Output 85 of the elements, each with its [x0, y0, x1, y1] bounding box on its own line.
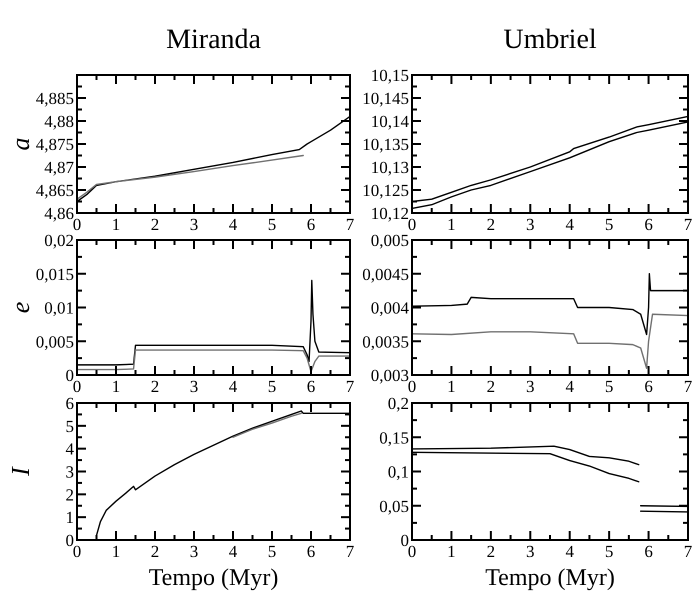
y-tick-label: 4,875 — [36, 135, 74, 154]
y-tick-label: 10,14 — [370, 112, 410, 131]
y-tick-label: 10,13 — [370, 158, 409, 177]
y-tick-label: 4,87 — [44, 158, 74, 177]
x-tick-label: 6 — [306, 215, 316, 234]
y-axis-title: I — [6, 466, 35, 477]
x-tick-label: 2 — [150, 542, 160, 561]
line-series — [232, 412, 302, 438]
y-tick-label: 0,015 — [36, 264, 74, 284]
x-tick-label: 6 — [644, 542, 653, 561]
y-tick-label: 10,15 — [370, 66, 409, 85]
y-axis-title: a — [6, 138, 35, 150]
x-tick-label: 5 — [604, 215, 614, 234]
x-tick-label: 4 — [228, 215, 238, 234]
line-series — [411, 314, 689, 369]
x-tick-label: 2 — [486, 542, 496, 561]
x-tick-label: 3 — [190, 542, 198, 561]
x-tick-label: 1 — [447, 377, 456, 396]
x-tick-label: 3 — [190, 377, 198, 396]
y-tick-label: 5 — [66, 416, 74, 436]
x-tick-label: 1 — [112, 215, 120, 234]
y-tick-label: 0,0035 — [362, 332, 409, 352]
y-tick-label: 2 — [66, 485, 74, 504]
x-tick-label: 5 — [268, 377, 276, 396]
y-tick-label: 4,885 — [36, 89, 74, 108]
x-tick-label: 3 — [526, 377, 535, 396]
y-tick-label: 10,135 — [362, 135, 409, 154]
y-tick-label: 3 — [66, 462, 74, 482]
y-tick-label: 0,2 — [388, 394, 409, 413]
y-tick-label: 0,0045 — [362, 264, 409, 284]
y-tick-label: 10,145 — [362, 89, 409, 108]
y-axis-title: e — [6, 302, 35, 314]
y-tick-label: 6 — [66, 394, 74, 413]
x-tick-label: 6 — [306, 377, 316, 396]
x-tick-label: 6 — [644, 215, 653, 234]
x-tick-label: 7 — [684, 215, 692, 234]
x-tick-label: 5 — [268, 215, 276, 234]
y-tick-label: 10,125 — [362, 181, 409, 200]
y-tick-label: 0,005 — [36, 332, 74, 352]
x-tick-label: 7 — [346, 215, 355, 234]
x-tick-label: 1 — [112, 542, 120, 561]
y-tick-label: 0,05 — [379, 496, 409, 516]
y-tick-label: 4,86 — [44, 204, 74, 223]
x-tick-label: 4 — [565, 542, 574, 561]
x-tick-label: 3 — [526, 542, 535, 561]
y-tick-label: 0,02 — [44, 231, 74, 250]
y-tick-label: 0,1 — [388, 462, 409, 482]
x-tick-label: 6 — [644, 377, 653, 396]
x-tick-label: 7 — [346, 542, 355, 561]
x-tick-label: 5 — [604, 377, 614, 396]
x-tick-label: 3 — [190, 215, 198, 234]
x-tick-label: 3 — [526, 215, 535, 234]
x-tick-label: 1 — [112, 377, 120, 396]
x-tick-label: 2 — [486, 377, 496, 396]
line-series — [76, 349, 351, 372]
y-tick-label: 0,005 — [370, 231, 409, 250]
x-tick-label: 5 — [604, 542, 614, 561]
x-tick-label: 2 — [150, 377, 160, 396]
x-tick-label: 4 — [565, 215, 574, 234]
x-tick-label: 7 — [346, 377, 355, 396]
x-tick-label: 7 — [684, 377, 692, 396]
x-tick-label: 1 — [447, 542, 456, 561]
x-tick-label: 4 — [228, 542, 238, 561]
x-tick-label: 2 — [150, 215, 160, 234]
x-tick-label: 2 — [486, 215, 496, 234]
x-tick-label: 7 — [684, 542, 692, 561]
y-tick-label: 0,004 — [370, 298, 410, 318]
x-tick-label: 1 — [447, 215, 456, 234]
x-tick-label: 6 — [306, 542, 316, 561]
x-tick-label: 4 — [228, 377, 238, 396]
chart-title: Umbriel — [503, 24, 597, 55]
y-tick-label: 10,12 — [370, 204, 409, 223]
x-axis-title: Tempo (Myr) — [148, 565, 278, 591]
x-tick-label: 5 — [268, 542, 276, 561]
y-tick-label: 4,88 — [44, 112, 74, 131]
y-tick-label: 1 — [66, 508, 74, 528]
y-tick-label: 0,15 — [379, 428, 409, 448]
line-series — [76, 154, 304, 200]
y-tick-label: 4 — [66, 440, 74, 459]
y-tick-label: 0,003 — [370, 366, 409, 385]
chart-title: Miranda — [166, 24, 262, 55]
y-tick-label: 4,865 — [36, 181, 74, 200]
y-tick-label: 0,01 — [44, 298, 74, 318]
x-tick-label: 4 — [565, 377, 574, 396]
x-axis-title: Tempo (Myr) — [485, 565, 615, 591]
